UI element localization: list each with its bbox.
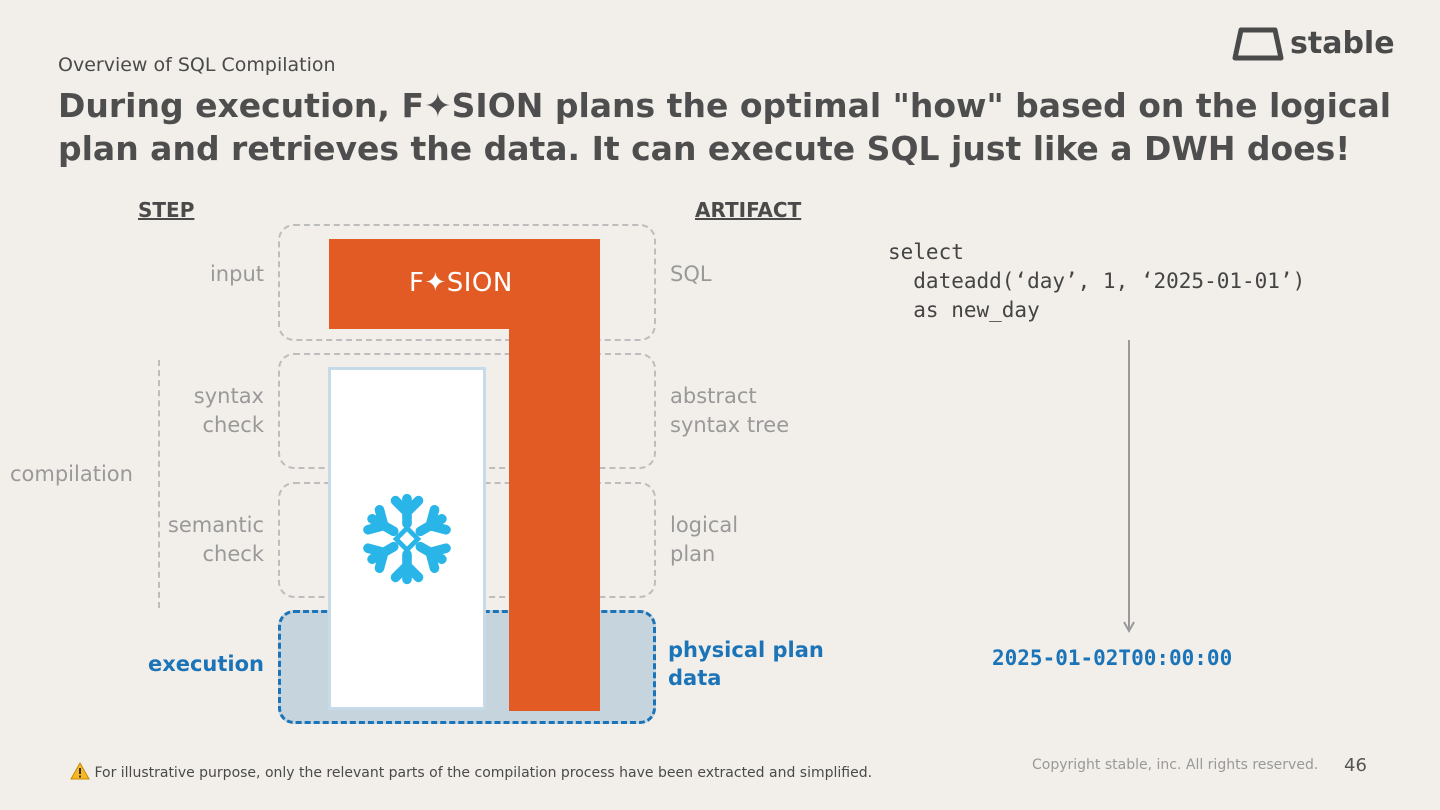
- artifact-ast: abstract syntax tree: [670, 384, 790, 437]
- step-execution: execution: [147, 652, 264, 676]
- snowflake-icon: [363, 493, 451, 585]
- slide-subtitle: Overview of SQL Compilation: [58, 54, 336, 76]
- artifact-logical-plan: logical plan: [670, 513, 739, 566]
- artifact-column-header: ARTIFACT: [695, 198, 802, 222]
- artifact-physical-plan: physical plan data: [668, 638, 824, 690]
- step-semantic-check: semantic check: [167, 513, 264, 566]
- stable-logo-icon: [1232, 27, 1284, 60]
- copyright: Copyright stable, inc. All rights reserv…: [1032, 757, 1319, 773]
- logo-wordmark: stable: [1290, 26, 1395, 61]
- page-number: 46: [1344, 755, 1367, 776]
- footnote-text: For illustrative purpose, only the relev…: [94, 765, 873, 781]
- step-syntax-check: syntax check: [193, 384, 264, 437]
- compilation-label: compilation: [10, 462, 133, 486]
- step-column-header: STEP: [138, 198, 195, 222]
- input-row-frame: [278, 224, 656, 341]
- step-input: input: [209, 262, 264, 286]
- compilation-bracket: [158, 360, 160, 608]
- artifact-sql: SQL: [670, 262, 712, 286]
- slide-title: During execution, F✦SION plans the optim…: [58, 86, 1392, 168]
- sql-code-block: select dateadd(‘day’, 1, ‘2025-01-01’) a…: [888, 240, 1306, 322]
- footnote: For illustrative purpose, only the relev…: [70, 761, 873, 781]
- query-result: 2025-01-02T00:00:00: [992, 646, 1233, 670]
- stable-logo: stable: [1232, 26, 1395, 61]
- snowflake-pillar: [328, 367, 486, 710]
- fusion-label: F✦SION: [409, 268, 513, 298]
- warning-icon: [70, 761, 90, 780]
- fusion-bar-stem: [509, 239, 600, 711]
- flow-arrow: [1123, 340, 1135, 634]
